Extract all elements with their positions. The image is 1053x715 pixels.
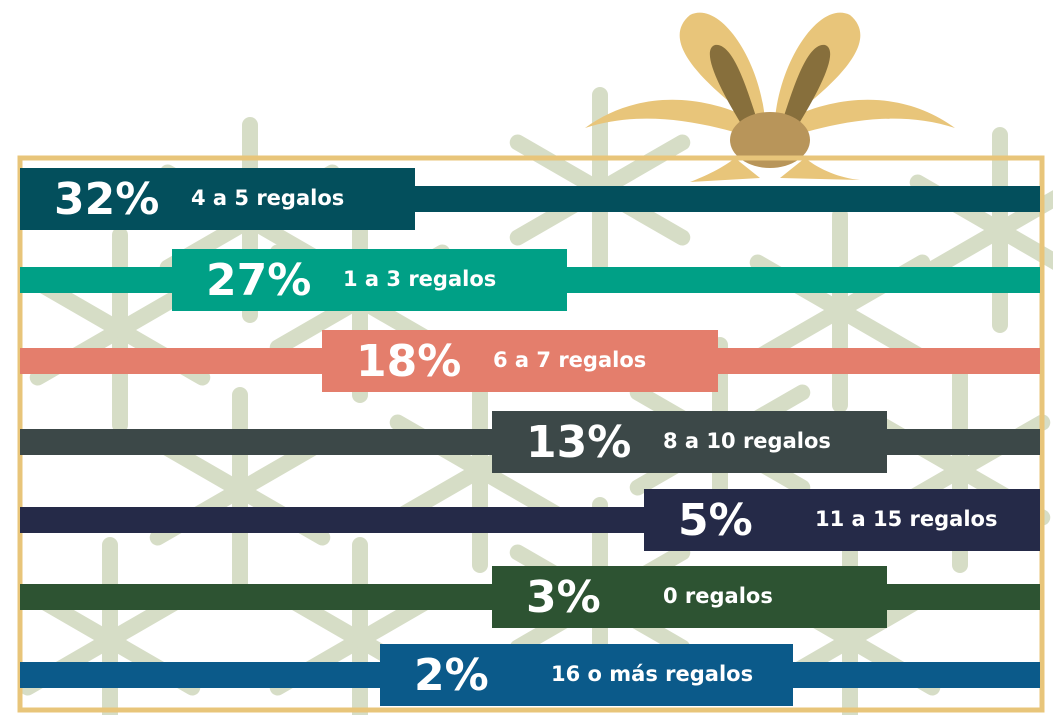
infographic: 32% 4 a 5 regalos 27% 1 a 3 regalos 18% 6 a 7… [0, 0, 1053, 715]
category-label: 0 regalos [663, 584, 773, 608]
category-label: 4 a 5 regalos [191, 186, 344, 210]
percent: 18% [356, 336, 461, 387]
category-label: 16 o más regalos [551, 662, 753, 686]
percent: 3% [526, 572, 601, 623]
percent: 5% [678, 495, 753, 546]
percent: 27% [206, 255, 311, 306]
percent: 2% [414, 650, 489, 701]
star-arm [518, 143, 600, 191]
rows: 32% 4 a 5 regalos 27% 1 a 3 regalos 18% 6 a 7… [20, 168, 1040, 706]
star-arm [600, 143, 682, 191]
star [158, 395, 323, 585]
category-label: 1 a 3 regalos [343, 267, 496, 291]
star [758, 215, 923, 405]
category-label: 8 a 10 regalos [663, 429, 831, 453]
percent: 13% [526, 417, 631, 468]
star [918, 135, 1053, 325]
star [28, 545, 193, 715]
category-label: 11 a 15 regalos [815, 507, 997, 531]
percent: 32% [54, 174, 159, 225]
category-label: 6 a 7 regalos [493, 348, 646, 372]
